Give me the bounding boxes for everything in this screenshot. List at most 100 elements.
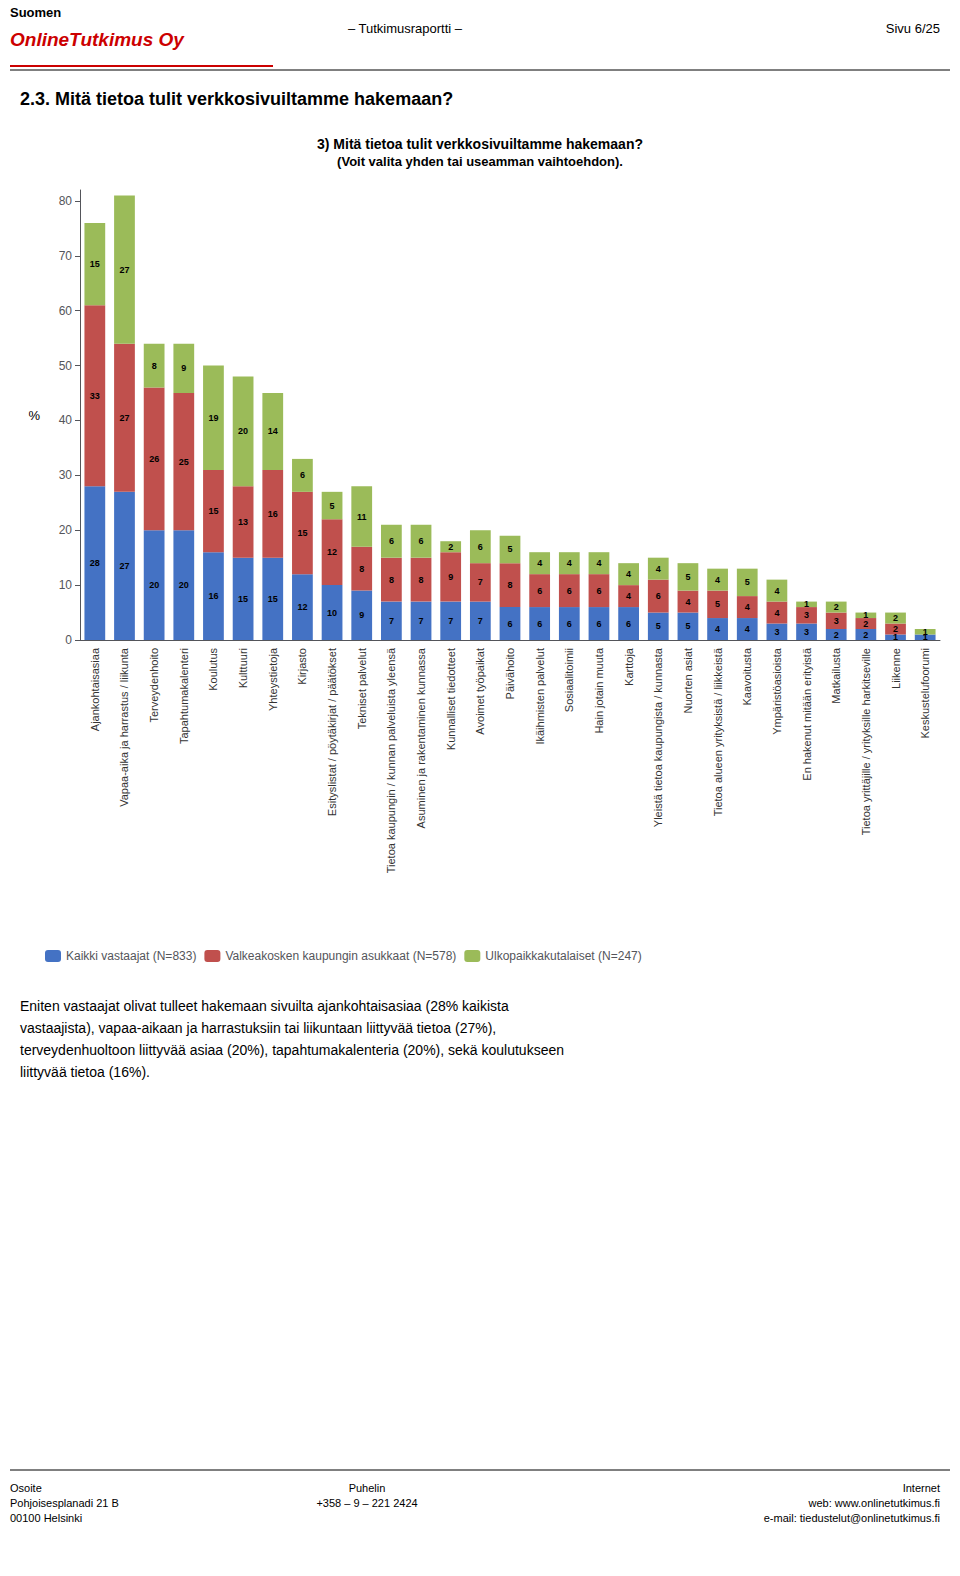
svg-text:6: 6 <box>537 586 542 596</box>
svg-text:Esityslistat / pöytäkirjat / p: Esityslistat / pöytäkirjat / päätökset <box>326 648 338 816</box>
svg-text:Ajankohtaisasiaa: Ajankohtaisasiaa <box>89 647 101 731</box>
svg-text:4: 4 <box>596 558 601 568</box>
svg-text:16: 16 <box>208 591 218 601</box>
svg-text:Vapaa-aika ja harrastus / liik: Vapaa-aika ja harrastus / liikunta <box>118 647 130 807</box>
svg-text:Puhelin: Puhelin <box>349 1482 386 1494</box>
svg-text:60: 60 <box>59 304 73 318</box>
svg-text:3: 3 <box>834 616 839 626</box>
svg-text:Kulttuuri: Kulttuuri <box>237 648 249 688</box>
svg-text:4: 4 <box>715 575 720 585</box>
svg-text:3) Mitä tietoa tulit verkkosiv: 3) Mitä tietoa tulit verkkosivuiltamme h… <box>317 136 643 152</box>
svg-text:Avoimet työpaikat: Avoimet työpaikat <box>474 648 486 735</box>
svg-text:Asuminen ja rakentaminen kunna: Asuminen ja rakentaminen kunnassa <box>415 647 427 828</box>
svg-text:3: 3 <box>774 627 779 637</box>
svg-text:6: 6 <box>507 619 512 629</box>
svg-text:33: 33 <box>90 391 100 401</box>
svg-text:00100 Helsinki: 00100 Helsinki <box>10 1512 82 1524</box>
svg-text:6: 6 <box>419 536 424 546</box>
svg-text:Kunnalliset tiedotteet: Kunnalliset tiedotteet <box>445 648 457 750</box>
svg-text:4: 4 <box>656 564 661 574</box>
svg-text:9: 9 <box>448 572 453 582</box>
svg-text:5: 5 <box>715 599 720 609</box>
svg-text:6: 6 <box>567 619 572 629</box>
svg-text:5: 5 <box>330 501 335 511</box>
svg-text:Tapahtumakalenteri: Tapahtumakalenteri <box>178 648 190 744</box>
svg-text:6: 6 <box>596 586 601 596</box>
svg-text:OnlineTutkimus Oy: OnlineTutkimus Oy <box>10 29 185 50</box>
svg-text:27: 27 <box>119 265 129 275</box>
svg-text:(Voit valita yhden tai useamma: (Voit valita yhden tai useamman vaihtoeh… <box>337 154 623 169</box>
svg-text:Kaavoitusta: Kaavoitusta <box>741 647 753 705</box>
svg-text:6: 6 <box>537 619 542 629</box>
svg-text:web: www.onlinetutkimus.fi: web: www.onlinetutkimus.fi <box>808 1497 940 1509</box>
svg-text:15: 15 <box>90 259 100 269</box>
svg-text:6: 6 <box>478 542 483 552</box>
svg-text:27: 27 <box>119 413 129 423</box>
svg-text:28: 28 <box>90 558 100 568</box>
svg-text:Yleistä tietoa kaupungista / k: Yleistä tietoa kaupungista / kunnasta <box>652 647 664 827</box>
svg-text:6: 6 <box>389 536 394 546</box>
svg-text:4: 4 <box>774 608 779 618</box>
svg-text:2: 2 <box>893 624 898 634</box>
svg-text:vastaajista), vapaa-aikaan ja: vastaajista), vapaa-aikaan ja harrastuks… <box>20 1020 496 1036</box>
svg-text:6: 6 <box>626 619 631 629</box>
svg-text:e-mail: tiedustelut@onlinetutk: e-mail: tiedustelut@onlinetutkimus.fi <box>764 1512 940 1524</box>
svg-text:2: 2 <box>893 613 898 623</box>
svg-text:14: 14 <box>268 426 278 436</box>
svg-text:6: 6 <box>300 470 305 480</box>
svg-text:10: 10 <box>59 578 73 592</box>
svg-text:26: 26 <box>149 454 159 464</box>
svg-text:4: 4 <box>745 624 750 634</box>
svg-text:7: 7 <box>448 616 453 626</box>
svg-text:Koulutus: Koulutus <box>207 648 219 691</box>
svg-text:20: 20 <box>179 580 189 590</box>
svg-text:3: 3 <box>804 627 809 637</box>
svg-text:4: 4 <box>626 569 631 579</box>
svg-text:7: 7 <box>478 616 483 626</box>
svg-text:6: 6 <box>567 586 572 596</box>
svg-text:4: 4 <box>774 586 779 596</box>
svg-text:2: 2 <box>863 630 868 640</box>
svg-text:Tietoa kaupungin / kunnan palv: Tietoa kaupungin / kunnan palveluista yl… <box>385 647 397 873</box>
svg-text:7: 7 <box>419 616 424 626</box>
svg-text:80: 80 <box>59 194 73 208</box>
svg-text:Ulkopaikkakutalaiset (N=247): Ulkopaikkakutalaiset (N=247) <box>485 949 641 963</box>
svg-text:5: 5 <box>685 621 690 631</box>
svg-text:15: 15 <box>208 506 218 516</box>
svg-text:2: 2 <box>834 630 839 640</box>
svg-text:7: 7 <box>478 577 483 587</box>
svg-text:Hain jotain muuta: Hain jotain muuta <box>593 647 605 733</box>
svg-text:– Tutkimusraportti –: – Tutkimusraportti – <box>348 21 463 36</box>
svg-text:15: 15 <box>297 528 307 538</box>
svg-text:50: 50 <box>59 359 73 373</box>
svg-text:70: 70 <box>59 249 73 263</box>
svg-text:27: 27 <box>119 561 129 571</box>
svg-text:8: 8 <box>419 575 424 585</box>
svg-text:Valkeakosken kaupungin asukkaa: Valkeakosken kaupungin asukkaat (N=578) <box>225 949 456 963</box>
svg-text:8: 8 <box>389 575 394 585</box>
svg-text:Sivu 6/25: Sivu 6/25 <box>886 21 940 36</box>
svg-text:20: 20 <box>238 426 248 436</box>
svg-text:En hakenut mitään erityistä: En hakenut mitään erityistä <box>801 647 813 781</box>
svg-text:16: 16 <box>268 509 278 519</box>
svg-text:15: 15 <box>268 594 278 604</box>
svg-text:0: 0 <box>65 633 72 647</box>
svg-text:7: 7 <box>389 616 394 626</box>
svg-text:4: 4 <box>715 624 720 634</box>
svg-text:1: 1 <box>923 627 928 637</box>
svg-text:6: 6 <box>596 619 601 629</box>
svg-text:20: 20 <box>149 580 159 590</box>
svg-text:6: 6 <box>656 591 661 601</box>
svg-text:5: 5 <box>656 621 661 631</box>
svg-text:2.3. Mitä tietoa tulit verkkos: 2.3. Mitä tietoa tulit verkkosivuiltamme… <box>20 89 453 109</box>
svg-text:Tekniset palvelut: Tekniset palvelut <box>356 648 368 729</box>
svg-text:Päivähoito: Päivähoito <box>504 648 516 699</box>
svg-text:2: 2 <box>834 602 839 612</box>
svg-text:Tietoa alueen yrityksistä / li: Tietoa alueen yrityksistä / liikkeistä <box>712 647 724 816</box>
svg-text:11: 11 <box>357 512 367 522</box>
svg-text:terveydenhuoltoon liittyvää as: terveydenhuoltoon liittyvää asiaa (20%),… <box>20 1042 564 1058</box>
svg-text:Keskustelufoorumi: Keskustelufoorumi <box>919 648 931 739</box>
svg-text:5: 5 <box>507 544 512 554</box>
svg-text:4: 4 <box>626 591 631 601</box>
svg-text:12: 12 <box>327 547 337 557</box>
